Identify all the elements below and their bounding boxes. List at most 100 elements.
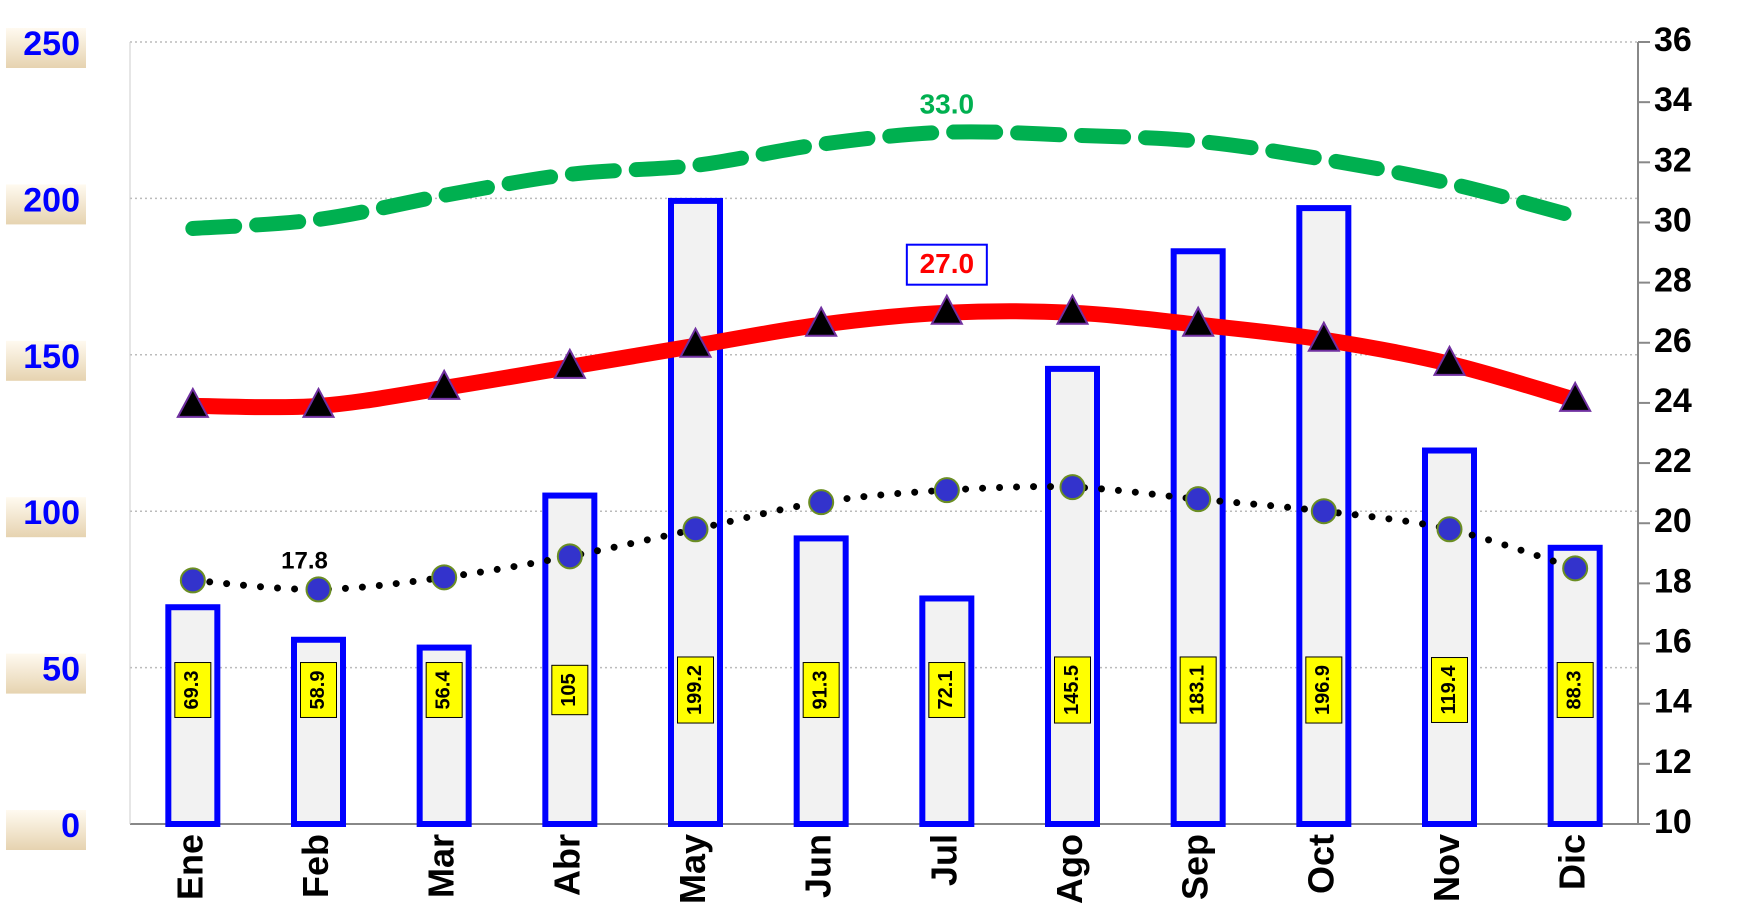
marker [933, 477, 960, 504]
x-tick-label: Mar [421, 834, 462, 898]
marker [1562, 555, 1589, 582]
bar-value-box [1556, 662, 1594, 718]
y2-tick-label: 24 [1654, 382, 1692, 420]
marker [1436, 516, 1463, 543]
bar-value-box [551, 664, 589, 716]
y-tick-bg [6, 497, 86, 538]
marker [678, 326, 713, 358]
y2-tick-label: 30 [1654, 201, 1692, 239]
x-tick-label: Feb [295, 834, 336, 898]
bar-value-label: 69.3 [174, 662, 212, 718]
x-tick-label: Oct [1300, 834, 1341, 894]
bar-value-label: 88.3 [1556, 662, 1594, 718]
bar-value-box [802, 662, 840, 718]
bar-value-text: 145.5 [1061, 665, 1083, 715]
bar-value-label: 56.4 [425, 662, 463, 718]
marker [1185, 486, 1212, 513]
bar [668, 197, 723, 827]
marker [930, 293, 964, 325]
bar-value-text: 56.4 [432, 670, 454, 710]
value-label: 17.8 [281, 548, 328, 575]
bar-value-text: 183.1 [1186, 665, 1208, 715]
bar-value-box [1054, 656, 1091, 724]
y2-tick-label: 36 [1654, 21, 1692, 59]
bar-value-text: 119.4 [1438, 665, 1460, 715]
marker [431, 564, 458, 591]
bar-value-text: 69.3 [181, 671, 203, 710]
y-tick-label: 250 [23, 25, 80, 63]
marker [1181, 305, 1215, 337]
y-tick-label: 150 [23, 338, 80, 376]
value-label-box [905, 243, 988, 286]
y-tick-bg [6, 28, 86, 68]
marker [1432, 344, 1467, 376]
bar-value-label: 105 [551, 664, 589, 716]
marker [427, 368, 461, 400]
y-tick-label: 0 [61, 807, 80, 845]
marker [556, 543, 583, 570]
y2-tick-label: 20 [1654, 502, 1692, 540]
bar-value-box [677, 656, 714, 724]
y2-tick-label: 34 [1654, 81, 1692, 119]
marker [1558, 380, 1592, 412]
x-tick-label: Abr [546, 834, 587, 896]
bar-value-text: 105 [558, 673, 580, 706]
y-tick-bg [6, 184, 86, 225]
bar-value-box [928, 662, 966, 718]
y2-tick-label: 10 [1654, 803, 1692, 841]
marker [301, 386, 336, 418]
bar-value-box [1305, 656, 1343, 724]
bar-value-box [1431, 657, 1468, 723]
x-tick-label: Nov [1426, 834, 1467, 902]
x-tick-label: Sep [1175, 834, 1216, 900]
y-tick-label: 100 [23, 494, 80, 532]
marker [1055, 293, 1090, 325]
bar-value-box [1179, 656, 1217, 724]
marker [682, 516, 709, 543]
marker [808, 489, 835, 516]
marker [176, 386, 210, 418]
bar-value-label: 196.9 [1305, 656, 1343, 724]
marker [1059, 474, 1086, 501]
bar-value-box [174, 662, 212, 718]
bar-value-text: 199.2 [684, 665, 706, 715]
y2-tick-label: 12 [1654, 743, 1692, 781]
marker [553, 347, 587, 379]
marker [1307, 320, 1341, 352]
x-tick-label: Ene [169, 834, 210, 900]
x-tick-label: Dic [1552, 834, 1593, 890]
x-tick-label: Ago [1049, 834, 1090, 904]
y2-tick-label: 28 [1654, 262, 1692, 300]
bar-value-text: 91.3 [809, 671, 831, 710]
x-tick-label: Jul [923, 834, 964, 886]
bar-value-label: 119.4 [1431, 657, 1468, 723]
y-tick-bg [6, 810, 86, 850]
bar-value-label: 199.2 [677, 656, 714, 724]
y-tick-bg [6, 653, 86, 694]
y2-tick-label: 14 [1654, 683, 1692, 721]
bar-value-label: 145.5 [1054, 656, 1091, 724]
bar-value-text: 58.9 [307, 671, 329, 710]
bar-value-label: 183.1 [1179, 656, 1217, 724]
bar [1045, 365, 1100, 827]
line [185, 124, 1583, 236]
line [192, 303, 1578, 416]
value-label: 27.0 [920, 248, 975, 279]
bar-value-text: 72.1 [935, 671, 957, 710]
y2-tick-label: 32 [1654, 141, 1692, 179]
y2-tick-label: 16 [1654, 623, 1692, 661]
y2-tick-label: 22 [1654, 442, 1692, 480]
bar-value-text: 196.9 [1312, 665, 1334, 715]
bar-value-label: 91.3 [802, 662, 840, 718]
bar [1422, 447, 1477, 827]
line [189, 483, 1579, 593]
y-tick-bg [6, 340, 86, 381]
bar [1170, 248, 1226, 828]
bar-value-text: 88.3 [1563, 671, 1585, 710]
marker [804, 305, 838, 337]
bar-value-box [425, 662, 463, 718]
bar-value-label: 72.1 [928, 662, 966, 718]
y-tick-label: 50 [42, 651, 80, 689]
x-tick-label: Jun [798, 834, 839, 898]
value-label: 33.0 [920, 89, 975, 120]
